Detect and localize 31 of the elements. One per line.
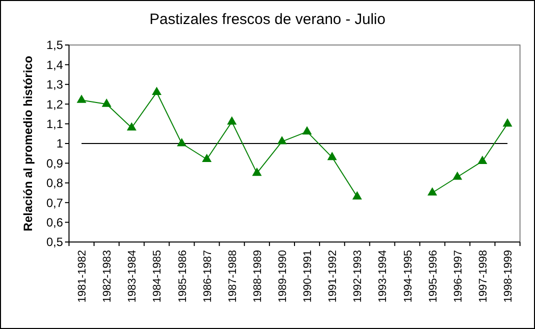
x-tick-label: 1991-1992 xyxy=(327,250,340,303)
y-tick-label: 1,3 xyxy=(46,78,64,92)
x-tick-label: 1990-1991 xyxy=(302,250,314,303)
x-tick-label: 1993-1994 xyxy=(377,250,390,303)
y-tick-label: 1,4 xyxy=(46,58,64,72)
x-tick-label: 1987-1988 xyxy=(226,250,239,303)
x-tick-label: 1988-1989 xyxy=(252,250,264,303)
x-tick-label: 1981-1982 xyxy=(76,250,89,303)
x-tick-label: 1982-1983 xyxy=(102,250,114,303)
y-tick-label: 1 xyxy=(56,136,64,151)
x-tick-label: 1995-1996 xyxy=(427,250,440,303)
x-tick-label: 1984-1985 xyxy=(152,250,164,303)
chart-title: Pastizales frescos de verano - Julio xyxy=(150,11,386,28)
y-tick-label: 1,1 xyxy=(46,117,64,131)
x-tick-label: 1986-1987 xyxy=(202,250,214,303)
x-tick-label: 1994-1995 xyxy=(402,250,414,303)
x-tick-label: 1997-1998 xyxy=(477,250,490,303)
y-tick-label: 0,9 xyxy=(46,156,64,170)
x-tick-label: 1998-1999 xyxy=(502,250,514,303)
y-tick-label: 1,2 xyxy=(46,97,64,112)
y-tick-label: 0,6 xyxy=(46,216,64,230)
y-tick-label: 1,5 xyxy=(46,38,64,52)
y-axis-title: Relación al promedio histórico xyxy=(21,56,35,232)
y-tick-label: 0,8 xyxy=(46,176,64,190)
x-tick-label: 1985-1986 xyxy=(176,250,189,303)
x-tick-label: 1996-1997 xyxy=(452,250,464,303)
x-tick-label: 1992-1993 xyxy=(352,250,364,303)
y-tick-label: 0,5 xyxy=(46,235,64,250)
x-tick-label: 1983-1984 xyxy=(126,250,139,303)
y-tick-label: 0,7 xyxy=(46,196,64,210)
x-tick-label: 1989-1990 xyxy=(276,250,289,303)
